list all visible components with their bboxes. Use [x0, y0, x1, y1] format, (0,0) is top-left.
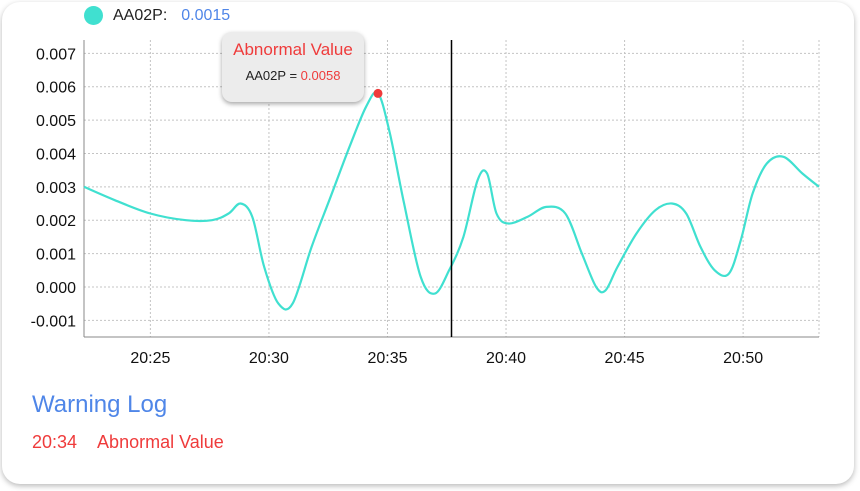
warning-log-entry[interactable]: 20:34 Abnormal Value: [32, 432, 224, 453]
y-tick-label: 0.003: [36, 180, 76, 197]
warning-log-message: Abnormal Value: [97, 432, 224, 452]
warning-log-title: Warning Log: [32, 391, 168, 418]
point-layer: [373, 88, 383, 98]
abnormal-value-point: [373, 88, 383, 98]
x-tick-label: 20:50: [723, 350, 763, 367]
y-tick-label: 0.002: [36, 213, 76, 230]
tooltip-line: AA02P = 0.0058: [222, 68, 364, 83]
legend-current-value: 0.0015: [181, 6, 231, 24]
y-tick-label: -0.001: [31, 313, 76, 330]
y-tick-label: 0.005: [36, 113, 76, 130]
x-tick-label: 20:40: [486, 350, 526, 367]
abnormal-value-tooltip: Abnormal Value AA02P = 0.0058: [222, 32, 364, 102]
x-tick-labels: 20:25 20:30 20:35 20:40 20:45 20:50: [130, 350, 763, 367]
grid-lines: [84, 40, 820, 337]
y-tick-label: 0.004: [36, 146, 76, 163]
warning-log-time: 20:34: [32, 432, 78, 452]
y-tick-label: 0.006: [36, 80, 76, 97]
x-tick-label: 20:25: [130, 350, 170, 367]
x-tick-label: 20:45: [605, 350, 645, 367]
tooltip-title: Abnormal Value: [233, 40, 353, 59]
chart-card: [2, 2, 854, 484]
x-tick-label: 20:35: [367, 350, 407, 367]
y-tick-labels: 0.007 0.006 0.005 0.004 0.003 0.002 0.001 0.000…: [31, 46, 76, 330]
y-tick-label: 0.007: [36, 46, 76, 63]
y-tick-label: 0.001: [36, 247, 76, 264]
chart-legend[interactable]: AA02P: 0.0015: [84, 6, 230, 25]
legend-color-dot: [84, 6, 103, 25]
series-layer: [83, 91, 820, 311]
tooltip-series-name: AA02P: [245, 68, 286, 83]
tooltip-equals: =: [285, 68, 301, 83]
tooltip-value: 0.0058: [300, 68, 341, 83]
legend-series-name: AA02P:: [113, 6, 168, 24]
series-line-aa02p: [83, 91, 820, 311]
x-tick-label: 20:30: [249, 350, 289, 367]
y-tick-label: 0.000: [36, 280, 76, 297]
